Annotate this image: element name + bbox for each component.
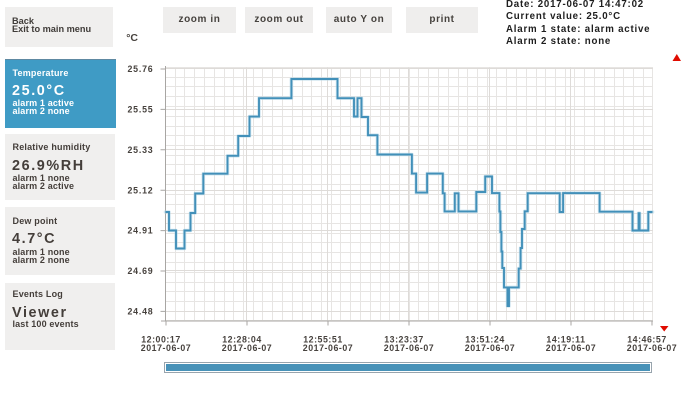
svg-text:°C: °C [126, 32, 138, 44]
svg-text:2017-06-07: 2017-06-07 [303, 343, 354, 353]
svg-text:25.76: 25.76 [127, 64, 153, 74]
svg-text:12:00:17: 12:00:17 [141, 335, 181, 345]
svg-text:2017-06-07: 2017-06-07 [141, 343, 192, 353]
svg-text:13:23:37: 13:23:37 [384, 335, 424, 345]
svg-text:25.55: 25.55 [127, 105, 153, 115]
svg-text:2017-06-07: 2017-06-07 [627, 343, 678, 353]
svg-text:25.12: 25.12 [127, 185, 153, 195]
svg-text:12:28:04: 12:28:04 [222, 335, 262, 345]
svg-text:24.91: 24.91 [127, 226, 153, 236]
svg-text:12:55:51: 12:55:51 [303, 335, 343, 345]
svg-text:2017-06-07: 2017-06-07 [546, 343, 597, 353]
svg-text:2017-06-07: 2017-06-07 [222, 343, 273, 353]
svg-text:13:51:24: 13:51:24 [465, 335, 505, 345]
svg-text:14:46:57: 14:46:57 [627, 335, 667, 345]
svg-text:14:19:11: 14:19:11 [546, 335, 585, 345]
svg-text:2017-06-07: 2017-06-07 [465, 343, 516, 353]
svg-text:2017-06-07: 2017-06-07 [384, 343, 435, 353]
svg-text:24.48: 24.48 [127, 307, 153, 317]
svg-text:24.69: 24.69 [127, 266, 153, 276]
svg-text:25.33: 25.33 [127, 145, 153, 155]
